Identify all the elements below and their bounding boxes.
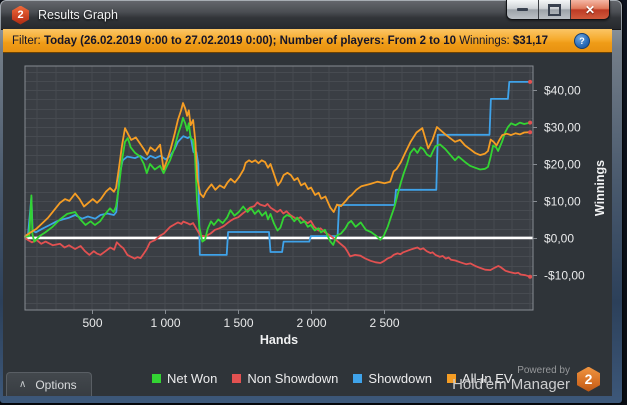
- x-tick-label: 500: [82, 316, 102, 330]
- chart-svg: 500 1 000 1 500 2 000 2 500 $40,00 $30,00 $20,0…: [24, 65, 585, 331]
- chevron-up-icon: ∧: [19, 379, 27, 390]
- legend-swatch-non-showdown: [232, 374, 242, 383]
- legend-label-showdown: Showdown: [368, 371, 433, 386]
- series-endpoint-all-in-ev: [528, 130, 533, 135]
- legend-item-non-showdown[interactable]: Non Showdown: [232, 371, 338, 386]
- legend-item-all-in-ev[interactable]: All-In EV: [447, 371, 513, 386]
- close-button[interactable]: ✕: [571, 0, 609, 19]
- filter-text: Filter: Today (26.02.2019 0:00 to 27.02.…: [12, 35, 548, 47]
- chart-plot-area[interactable]: 500 1 000 1 500 2 000 2 500 $40,00 $30,00 $20,0…: [22, 65, 612, 350]
- x-tick-label: 2 500: [369, 316, 399, 330]
- tick-marks: [92, 90, 537, 314]
- window-body: Filter: Today (26.02.2019 0:00 to 27.02.…: [3, 29, 612, 396]
- legend-swatch-showdown: [353, 374, 363, 383]
- series-line-net-won: [24, 116, 532, 246]
- x-tick-label: 2 000: [296, 316, 326, 330]
- y-axis-title: Winnings: [593, 159, 607, 217]
- y-tick-label: $40,00: [544, 84, 581, 98]
- filter-label: Filter:: [12, 34, 41, 47]
- filter-winnings-label: Winnings:: [459, 34, 510, 47]
- x-tick-label: 1 500: [223, 316, 253, 330]
- series-endpoint-net-won: [528, 120, 533, 125]
- hm2-brand-logo-icon: 2: [577, 366, 600, 392]
- filter-bar[interactable]: Filter: Today (26.02.2019 0:00 to 27.02.…: [3, 29, 612, 53]
- powered-by-block: Powered by Hold'em Manager 2: [452, 365, 600, 393]
- window-title: Results Graph: [38, 8, 118, 22]
- x-axis-title: Hands: [259, 333, 299, 347]
- minimize-button[interactable]: [507, 0, 539, 19]
- legend-label-non-showdown: Non Showdown: [247, 371, 339, 386]
- y-tick-label: $0,00: [544, 232, 574, 246]
- legend-item-showdown[interactable]: Showdown: [353, 371, 432, 386]
- chart-legend: Net Won Non Showdown Showdown All-In EV: [152, 371, 513, 386]
- legend-label-all-in-ev: All-In EV: [462, 371, 513, 386]
- y-tick-label: $20,00: [544, 158, 581, 172]
- y-tick-label: $10,00: [544, 195, 581, 209]
- series-endpoint-showdown: [528, 79, 533, 84]
- series-line-non-showdown: [24, 201, 532, 278]
- brand-name: Hold'em Manager: [452, 376, 570, 394]
- filter-winnings-value: $31,17: [512, 34, 549, 47]
- y-tick-label: -$10,00: [544, 269, 585, 283]
- powered-by-text: Powered by Hold'em Manager: [452, 365, 570, 393]
- legend-swatch-all-in-ev: [447, 374, 457, 383]
- series-endpoint-non-showdown: [528, 274, 533, 279]
- maximize-button[interactable]: [539, 0, 571, 19]
- legend-swatch-net-won: [152, 374, 161, 383]
- maximize-icon: [548, 3, 561, 16]
- minimize-icon: [517, 8, 528, 11]
- options-button-label: Options: [35, 377, 77, 392]
- window-controls: ✕: [506, 0, 610, 20]
- powered-by-label: Powered by: [517, 365, 570, 377]
- legend-label-net-won: Net Won: [167, 371, 218, 386]
- filter-range: Today (26.02.2019 0:00 to 27.02.2019 0:0…: [43, 34, 456, 47]
- close-icon: ✕: [584, 2, 596, 17]
- tick-labels: 500 1 000 1 500 2 000 2 500 $40,00 $30,00 $20,0…: [82, 84, 585, 331]
- options-button[interactable]: ∧ Options: [6, 372, 92, 396]
- plot-border: [24, 65, 534, 311]
- help-icon[interactable]: ?: [574, 33, 590, 49]
- y-tick-label: $30,00: [544, 121, 581, 135]
- legend-item-net-won[interactable]: Net Won: [152, 371, 217, 386]
- hm2-logo-icon: 2: [12, 5, 29, 25]
- series-line-all-in-ev: [24, 102, 532, 238]
- x-tick-label: 1 000: [150, 316, 180, 330]
